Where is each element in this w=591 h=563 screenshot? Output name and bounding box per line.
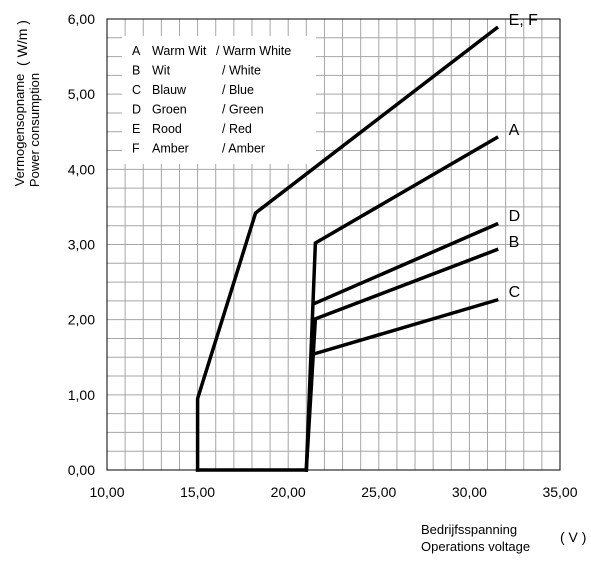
x-axis-title-line-1: Bedrijfsspanning xyxy=(421,522,517,537)
legend-name-nl: Rood xyxy=(152,122,182,136)
legend-key: C xyxy=(132,83,141,97)
legend-name-nl: Groen xyxy=(152,103,187,117)
legend-name-nl: Warm Wit xyxy=(152,44,207,58)
legend-name-en: / Amber xyxy=(222,142,265,156)
legend-name-en: / Green xyxy=(222,103,264,117)
y-axis-unit: ( W/m ) xyxy=(14,20,30,66)
y-axis-title-line-2: Power consumption xyxy=(27,73,42,187)
legend-key: B xyxy=(132,64,140,78)
series-label: E, F xyxy=(509,12,539,29)
legend-name-nl: Amber xyxy=(152,142,189,156)
legend-key: F xyxy=(132,142,140,156)
series-line-ef xyxy=(195,25,500,472)
x-tick-label: 10,00 xyxy=(89,484,124,500)
x-axis-title-line-2: Operations voltage xyxy=(421,539,530,554)
y-tick-label: 3,00 xyxy=(68,237,95,253)
y-axis-title: Vermogensopname Power consumption xyxy=(12,73,42,187)
y-axis-unit-label: ( W/m ) xyxy=(14,20,30,66)
y-tick-label: 6,00 xyxy=(68,11,95,27)
series-line-a xyxy=(304,135,499,472)
tick-labels: 10,00 15,00 20,00 25,00 30,00 35,00 0,00 1,00 2,… xyxy=(68,11,578,500)
y-tick-label: 2,00 xyxy=(68,312,95,328)
x-tick-label: 30,00 xyxy=(452,484,487,500)
legend-name-en: / White xyxy=(222,64,261,78)
legend: A Warm Wit / Warm White B Wit / White C Blauw / … xyxy=(122,36,316,164)
y-tick-label: 0,00 xyxy=(68,462,95,478)
x-tick-label: 25,00 xyxy=(361,484,396,500)
y-tick-label: 5,00 xyxy=(68,86,95,102)
y-tick-label: 4,00 xyxy=(68,161,95,177)
plot-frame xyxy=(106,18,561,471)
series-line-d xyxy=(313,221,499,306)
legend-name-en: / Warm White xyxy=(216,44,291,58)
series-label: B xyxy=(509,234,520,251)
x-tick-label: 35,00 xyxy=(542,484,577,500)
y-tick-label: 1,00 xyxy=(68,387,95,403)
x-tick-label: 20,00 xyxy=(271,484,306,500)
series-lines: E, F A DB C xyxy=(195,12,539,472)
legend-name-nl: Wit xyxy=(152,64,171,78)
legend-key: A xyxy=(132,44,141,58)
legend-key: E xyxy=(132,122,140,136)
series-line-b xyxy=(304,247,499,472)
series-label: D xyxy=(509,208,521,225)
series-line-c xyxy=(313,297,499,356)
series-label: C xyxy=(509,284,521,301)
series-label: A xyxy=(509,122,520,139)
legend-key: D xyxy=(132,103,141,117)
x-axis-unit-label: ( V ) xyxy=(560,529,586,545)
legend-name-nl: Blauw xyxy=(152,83,187,97)
legend-name-en: / Blue xyxy=(222,83,254,97)
legend-box xyxy=(122,36,316,164)
x-tick-label: 15,00 xyxy=(180,484,215,500)
y-axis-title-line-1: Vermogensopname xyxy=(12,74,27,187)
legend-name-en: / Red xyxy=(222,122,252,136)
